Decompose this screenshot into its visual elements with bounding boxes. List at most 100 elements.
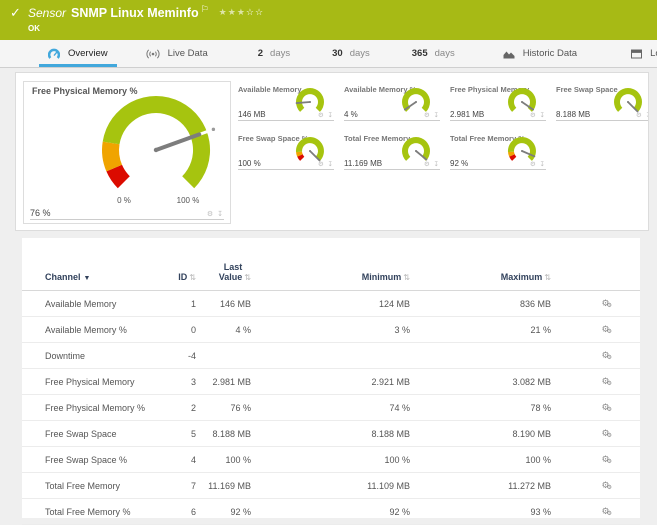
small-gauge-tile-free-swap-space[interactable]: Free Swap Space 8.188 MB ⚙ ↧	[556, 83, 648, 121]
sensor-title[interactable]: SNMP Linux Meminfo	[71, 6, 199, 20]
pin-icon[interactable]: ↧	[433, 161, 440, 168]
channel-settings-icon[interactable]: ⚙⚙	[601, 350, 612, 361]
tab-30-days[interactable]: 30 days	[332, 48, 370, 59]
channel-row[interactable]: Available Memory % 0 4 % 3 % 21 % ⚙⚙	[22, 316, 640, 343]
col-header-id[interactable]: ID ⇅	[152, 238, 196, 291]
tab-live-data[interactable]: Live Data	[134, 40, 220, 67]
channel-name[interactable]: Available Memory %	[22, 316, 152, 343]
channel-minimum: 124 MB	[251, 290, 410, 317]
small-gauge-tile-available-memory[interactable]: Available Memory 146 MB ⚙ ↧	[238, 83, 334, 121]
channel-name[interactable]: Free Physical Memory	[22, 368, 152, 395]
channel-row[interactable]: Total Free Memory % 6 92 % 92 % 93 % ⚙⚙	[22, 498, 640, 525]
small-gauge-value: 100 %	[238, 159, 261, 168]
channel-row[interactable]: Total Free Memory 7 11.169 MB 11.109 MB …	[22, 472, 640, 499]
channel-name[interactable]: Free Swap Space %	[22, 446, 152, 473]
channel-settings-icon[interactable]: ⚙⚙	[601, 454, 612, 465]
channel-last-value: 4 %	[196, 316, 251, 343]
channel-row[interactable]: Available Memory 1 146 MB 124 MB 836 MB …	[22, 290, 640, 317]
star-filled-icon[interactable]: ★	[236, 7, 246, 17]
primary-gauge-title: Free Physical Memory %	[32, 86, 138, 96]
channel-name[interactable]: Total Free Memory	[22, 472, 152, 499]
small-gauge-tile-available-memory-pct[interactable]: Available Memory % 4 % ⚙ ↧	[344, 83, 440, 121]
small-gauge-value: 11.169 MB	[344, 159, 383, 168]
channel-row[interactable]: Free Physical Memory % 2 76 % 74 % 78 % …	[22, 394, 640, 421]
tab-log[interactable]: Log	[619, 40, 657, 67]
channel-maximum	[410, 342, 551, 369]
gear-icon[interactable]: ⚙	[529, 112, 537, 119]
col-header-last-value[interactable]: Last Value ⇅	[196, 238, 251, 291]
small-gauge-tile-total-free-memory[interactable]: Total Free Memory 11.169 MB ⚙ ↧	[344, 132, 440, 170]
gear-icon[interactable]: ⚙	[635, 112, 643, 119]
pin-icon[interactable]: ↧	[646, 112, 648, 119]
col-header-minimum[interactable]: Minimum ⇅	[251, 238, 410, 291]
pin-icon[interactable]: ↧	[327, 161, 334, 168]
small-gauge-title: Available Memory	[238, 85, 302, 94]
star-filled-icon[interactable]: ★	[227, 7, 237, 17]
channel-settings-icon[interactable]: ⚙⚙	[601, 428, 612, 439]
channel-name[interactable]: Total Free Memory %	[22, 498, 152, 525]
small-gauge-title: Available Memory %	[344, 85, 417, 94]
channel-minimum	[251, 342, 410, 369]
channel-last-value: 11.169 MB	[196, 472, 251, 499]
gear-icon[interactable]: ⚙	[317, 161, 325, 168]
small-gauge	[402, 88, 430, 112]
gear-icon[interactable]: ⚙	[423, 112, 431, 119]
star-filled-icon[interactable]: ★	[218, 7, 228, 17]
tab-historic-data[interactable]: Historic Data	[491, 40, 589, 67]
small-gauge-title: Free Swap Space	[556, 85, 618, 94]
channel-settings-icon[interactable]: ⚙⚙	[601, 506, 612, 517]
channel-name[interactable]: Downtime	[22, 342, 152, 369]
tab-overview[interactable]: Overview	[36, 40, 120, 67]
channel-maximum: 100 %	[410, 446, 551, 473]
sort-icon: ⇅	[244, 273, 251, 282]
channel-settings-icon[interactable]: ⚙⚙	[601, 298, 612, 309]
pin-icon[interactable]: ↧	[539, 112, 546, 119]
pin-icon[interactable]: ↧	[217, 211, 224, 218]
channel-maximum: 21 %	[410, 316, 551, 343]
pin-icon[interactable]: ↧	[433, 112, 440, 119]
col-header-channel[interactable]: Channel ▼	[22, 238, 152, 291]
small-gauge-title: Total Free Memory	[344, 134, 411, 143]
channel-name[interactable]: Free Physical Memory %	[22, 394, 152, 421]
tab-2-days[interactable]: 2 days	[257, 48, 291, 59]
pin-icon[interactable]: ↧	[327, 112, 334, 119]
channel-settings-icon[interactable]: ⚙⚙	[601, 402, 612, 413]
small-gauge-tile-free-swap-space-pct[interactable]: Free Swap Space % 100 % ⚙ ↧	[238, 132, 334, 170]
channel-row[interactable]: Free Swap Space % 4 100 % 100 % 100 % ⚙⚙	[22, 446, 640, 473]
tab-365-days[interactable]: 365 days	[411, 48, 455, 59]
small-gauge	[508, 88, 536, 112]
object-kind-label: Sensor	[28, 6, 67, 20]
channel-last-value: 92 %	[196, 498, 251, 525]
pin-icon[interactable]: ↧	[539, 161, 546, 168]
gear-icon[interactable]: ⚙	[423, 161, 431, 168]
col-header-maximum[interactable]: Maximum ⇅	[410, 238, 551, 291]
channel-table: Channel ▼ ID ⇅ Last Value ⇅ Minimum ⇅ Maximu…	[22, 238, 640, 525]
channel-last-value: 100 %	[196, 446, 251, 473]
chart-icon	[503, 49, 515, 59]
gear-icon[interactable]: ⚙	[529, 161, 537, 168]
channel-settings-icon[interactable]: ⚙⚙	[601, 376, 612, 387]
small-gauge-value: 146 MB	[238, 110, 266, 119]
small-gauge-tile-total-free-memory-pct[interactable]: Total Free Memory % 92 % ⚙ ↧	[450, 132, 546, 170]
channel-name[interactable]: Available Memory	[22, 290, 152, 317]
channel-row[interactable]: Downtime -4 ⚙⚙	[22, 342, 640, 369]
channel-settings-icon[interactable]: ⚙⚙	[601, 324, 612, 335]
small-gauge-tile-free-physical-memory[interactable]: Free Physical Memory 2.981 MB ⚙ ↧	[450, 83, 546, 121]
channel-name[interactable]: Free Swap Space	[22, 420, 152, 447]
gear-icon[interactable]: ⚙	[206, 211, 215, 218]
flag-icon[interactable]: ⚐	[200, 4, 209, 14]
star-empty-icon[interactable]: ☆	[245, 7, 255, 17]
small-gauge	[402, 137, 430, 161]
channel-settings-icon[interactable]: ⚙⚙	[601, 480, 612, 491]
star-empty-icon[interactable]: ☆	[254, 7, 265, 17]
small-gauge-title: Total Free Memory %	[450, 134, 525, 143]
channel-id: -4	[152, 342, 196, 369]
channel-last-value	[196, 342, 251, 369]
sort-icon: ⇅	[189, 273, 196, 282]
channel-row[interactable]: Free Physical Memory 3 2.981 MB 2.921 MB…	[22, 368, 640, 395]
primary-gauge-tile[interactable]: Free Physical Memory % 0 % 100 % 76 % ⚙ …	[23, 81, 231, 224]
channel-row[interactable]: Free Swap Space 5 8.188 MB 8.188 MB 8.19…	[22, 420, 640, 447]
gear-icon[interactable]: ⚙	[317, 112, 325, 119]
gauge-icon	[48, 48, 60, 59]
priority-stars[interactable]: ★★★☆☆	[219, 7, 264, 17]
